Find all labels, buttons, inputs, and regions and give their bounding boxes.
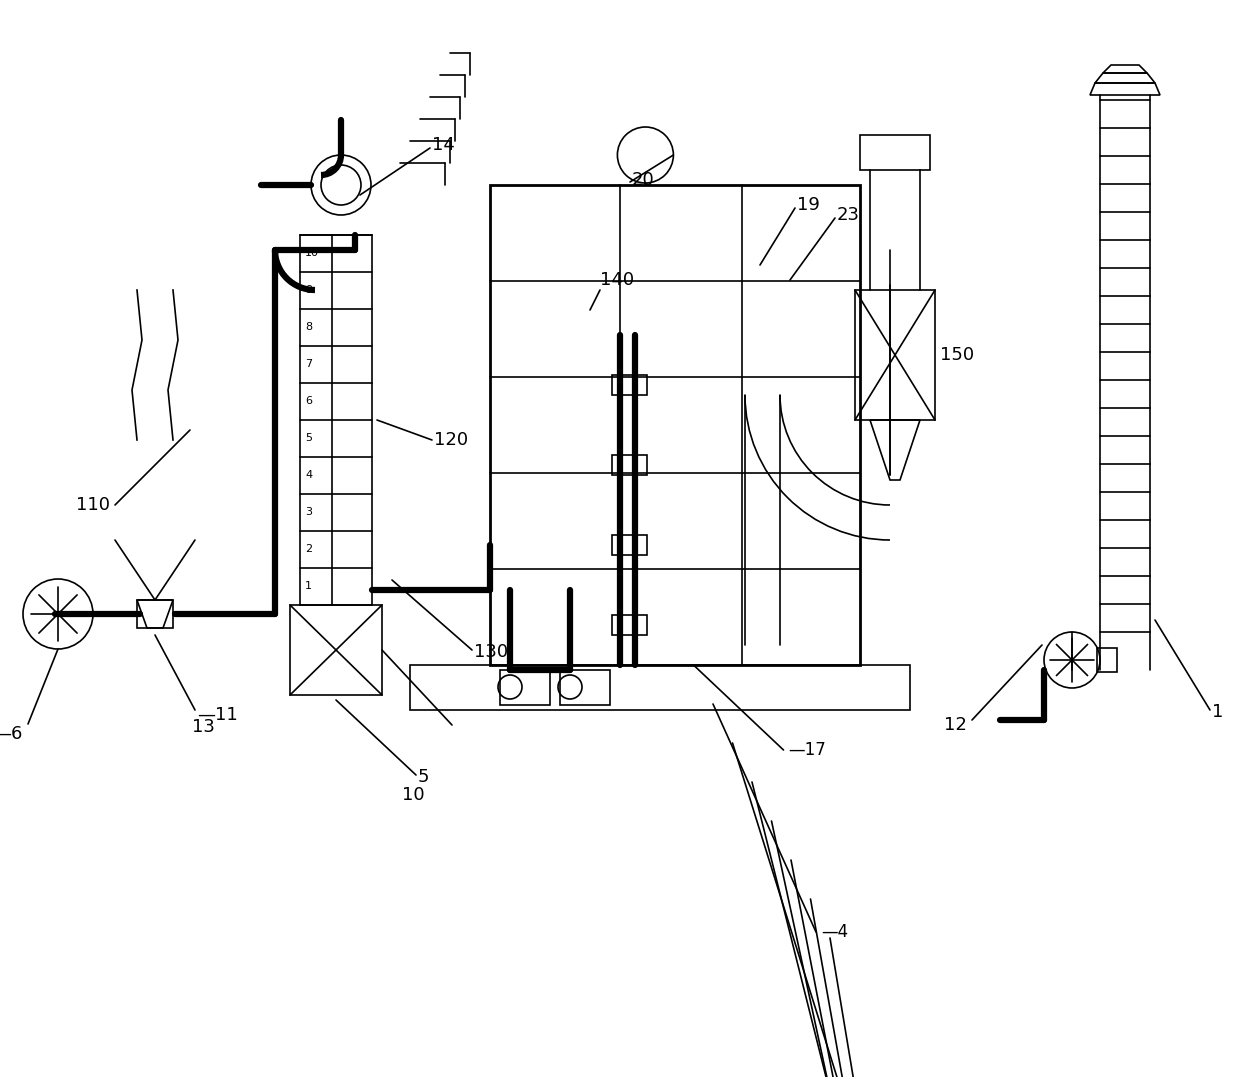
Text: 10: 10: [402, 786, 424, 805]
Text: 14: 14: [432, 136, 455, 154]
Text: —11: —11: [197, 707, 238, 724]
Bar: [136, 600, 174, 628]
Text: 19: 19: [797, 196, 820, 214]
Text: 7: 7: [305, 359, 312, 369]
Text: 120: 120: [434, 431, 469, 449]
Bar: [300, 235, 372, 605]
Bar: [611, 454, 646, 475]
Text: 130: 130: [474, 643, 508, 661]
Text: 9: 9: [305, 285, 312, 295]
Text: 8: 8: [305, 322, 312, 332]
Bar: [611, 535, 646, 555]
Text: 13: 13: [192, 718, 215, 736]
Text: 2: 2: [305, 544, 312, 554]
Bar: [611, 615, 646, 635]
Text: 110: 110: [76, 496, 110, 514]
Bar: [1097, 648, 1117, 672]
Text: 1: 1: [305, 581, 312, 591]
Text: 5: 5: [305, 433, 312, 443]
Text: 23: 23: [837, 206, 861, 224]
Text: —6: —6: [0, 725, 24, 743]
Text: —4: —4: [821, 923, 848, 941]
Text: 12: 12: [944, 716, 967, 735]
Bar: [611, 375, 646, 395]
Text: 10: 10: [305, 248, 319, 258]
Text: 150: 150: [940, 346, 975, 364]
Bar: [500, 670, 551, 705]
Text: 140: 140: [600, 271, 634, 289]
Text: 1: 1: [1211, 703, 1224, 721]
Bar: [290, 605, 382, 695]
Bar: [856, 290, 935, 420]
Text: 3: 3: [305, 507, 312, 517]
Text: 6: 6: [305, 396, 312, 406]
Bar: [560, 670, 610, 705]
Bar: [410, 665, 910, 710]
Bar: [490, 185, 861, 665]
Bar: [861, 135, 930, 170]
Text: 5: 5: [418, 768, 429, 786]
Text: 4: 4: [305, 470, 312, 480]
Text: —17: —17: [789, 741, 826, 759]
Text: 20: 20: [632, 171, 655, 188]
